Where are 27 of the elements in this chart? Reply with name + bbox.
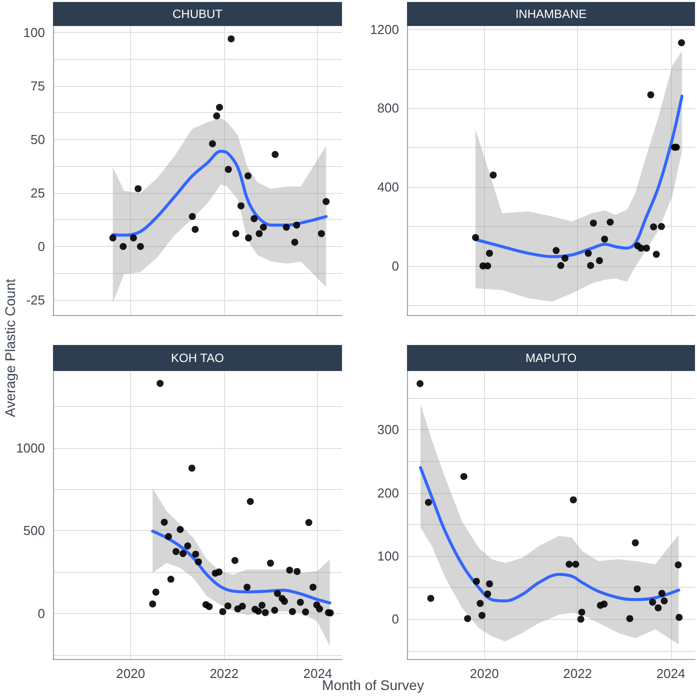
y-tick-label: 400 — [377, 180, 399, 195]
y-tick-label: 500 — [23, 523, 45, 538]
x-tick-label: 2020 — [470, 666, 499, 681]
y-tick-label: 50 — [30, 132, 45, 147]
y-tick-label: 0 — [38, 606, 45, 622]
chart-title: MAPUTO — [407, 345, 695, 371]
x-tick-label: 2024 — [656, 666, 686, 681]
y-tick-label: 75 — [30, 78, 45, 94]
y-tick-label: 1000 — [16, 440, 45, 456]
y-tick-label: 0 — [392, 612, 399, 627]
x-tick-label: 2020 — [116, 666, 146, 681]
chart-title: INHAMBANE — [407, 2, 695, 26]
chart-title: CHUBUT — [53, 2, 342, 26]
x-tick-label: 2022 — [563, 666, 592, 681]
y-tick-label: 100 — [377, 548, 399, 564]
y-tick-label: 800 — [377, 100, 399, 116]
y-tick-label: 1200 — [370, 22, 399, 37]
y-tick-label: -25 — [26, 292, 45, 308]
y-tick-label: 100 — [23, 24, 45, 40]
chart-title: KOH TAO — [53, 345, 342, 371]
y-tick-label: 0 — [392, 258, 399, 274]
y-tick-label: 200 — [377, 485, 399, 500]
y-tick-label: 0 — [38, 238, 45, 254]
x-tick-label: 2022 — [210, 666, 239, 681]
y-tick-label: 25 — [30, 185, 45, 200]
y-axis-title: Average Plastic Count — [2, 278, 18, 418]
y-tick-label: 300 — [377, 422, 399, 438]
